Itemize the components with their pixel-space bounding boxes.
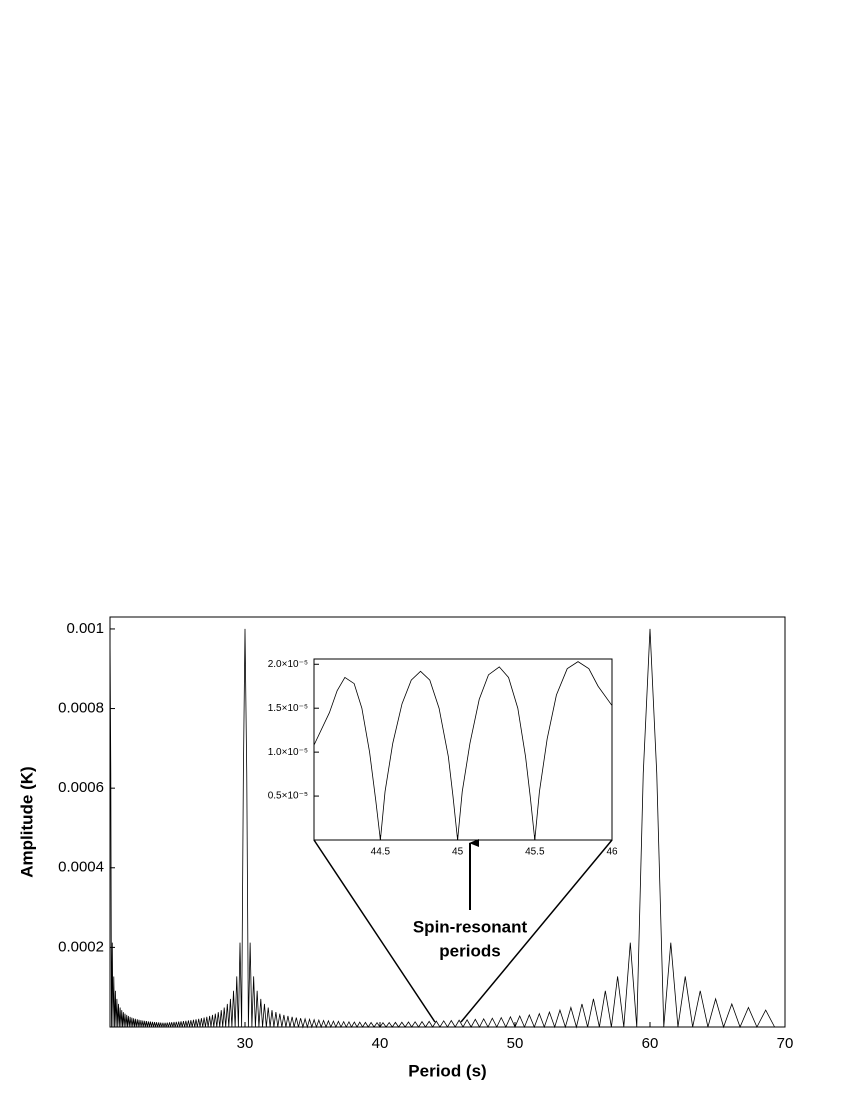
x-tick-label: 50 — [507, 1035, 524, 1052]
x-tick-label: 70 — [777, 1035, 794, 1052]
x-tick-label: 40 — [372, 1035, 389, 1052]
zoom-connector — [460, 839, 613, 1023]
y-tick-label: 1.0×10⁻⁵ — [268, 747, 308, 758]
y-tick-label: 1.5×10⁻⁵ — [268, 703, 308, 714]
annotation: Spin-resonant — [413, 917, 528, 936]
y-tick-label: 0.0002 — [58, 938, 104, 955]
y-tick-label: 0.0006 — [58, 779, 104, 796]
x-tick-label: 30 — [237, 1035, 254, 1052]
x-tick-label: 45 — [452, 847, 464, 858]
y-tick-label: 0.001 — [66, 620, 104, 637]
annotation: periods — [439, 941, 500, 960]
zoom-connector — [313, 839, 436, 1023]
y-axis-title: Amplitude (K) — [17, 766, 36, 877]
x-axis-title: Period (s) — [408, 1061, 486, 1080]
x-tick-label: 46 — [606, 847, 618, 858]
x-tick-label: 60 — [642, 1035, 659, 1052]
y-tick-label: 0.5×10⁻⁵ — [268, 791, 308, 802]
data-line — [109, 628, 775, 1029]
plot-frame — [313, 658, 613, 841]
y-tick-label: 2.0×10⁻⁵ — [268, 659, 308, 670]
data-line — [313, 661, 613, 841]
y-tick-label: 0.0004 — [58, 859, 104, 876]
x-tick-label: 45.5 — [525, 847, 545, 858]
x-tick-label: 44.5 — [371, 847, 391, 858]
y-tick-label: 0.0008 — [58, 700, 104, 717]
